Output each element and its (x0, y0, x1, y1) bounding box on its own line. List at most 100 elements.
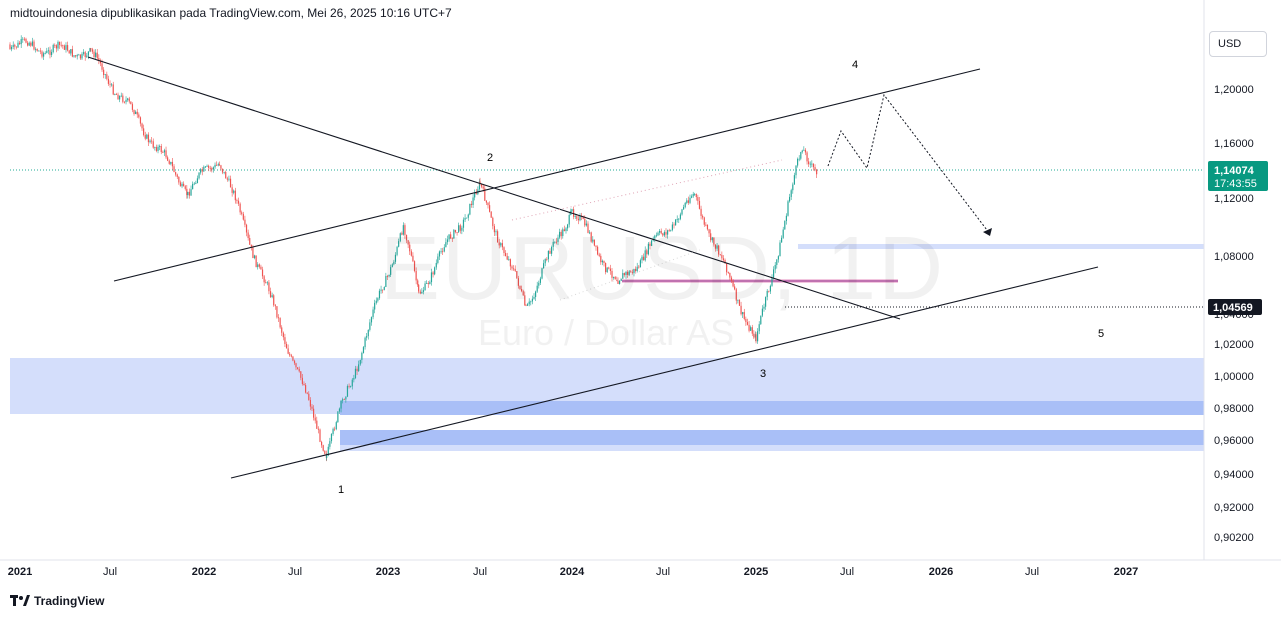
candle-body (87, 51, 89, 56)
candle-body (71, 49, 73, 57)
candle-body (120, 95, 122, 97)
candle-body (419, 291, 421, 294)
candle-body (706, 224, 709, 230)
currency-button[interactable]: USD (1209, 31, 1267, 57)
candle-body (751, 327, 753, 334)
candle-body (443, 247, 445, 252)
candle-body (417, 280, 419, 285)
candle-body (603, 260, 605, 263)
candle-body (667, 230, 669, 235)
candle-body (622, 273, 624, 279)
candle-body (562, 229, 564, 237)
candle-body (600, 255, 602, 263)
candle-body (559, 231, 561, 238)
candle-body (536, 285, 538, 292)
candle-body (33, 41, 35, 50)
candle-body (295, 363, 297, 368)
candle-body (237, 200, 240, 204)
candle-body (343, 399, 345, 401)
candle-body (450, 234, 452, 239)
candle-body (803, 149, 805, 151)
candle-body (811, 163, 813, 165)
candle-body (505, 253, 507, 257)
candle-body (804, 149, 807, 153)
candle-body (101, 63, 103, 70)
candle-body (798, 158, 800, 160)
candle-body (795, 165, 797, 176)
marked-price-badge (1208, 299, 1262, 315)
candle-body (614, 276, 616, 280)
candle-body (442, 251, 444, 253)
tradingview-logo[interactable]: TradingView (10, 594, 104, 608)
candle-body (293, 360, 296, 364)
candle-body (582, 216, 584, 219)
candle-body (686, 200, 688, 203)
candle-body (726, 263, 728, 273)
candle-body (14, 44, 16, 47)
candle-body (216, 164, 218, 166)
time-tick-label: 2023 (376, 566, 400, 578)
candle-body (490, 211, 492, 218)
candle-body (170, 161, 172, 164)
candle-body (128, 98, 130, 102)
candle-body (757, 331, 759, 342)
time-axis[interactable]: 2021 Jul 2022 Jul 2023 Jul 2024 Jul 2025 Jul 2026 J… (8, 566, 1138, 578)
candle-body (218, 164, 220, 166)
candle-body (760, 315, 762, 325)
candle-body (745, 318, 747, 323)
candle-body (93, 51, 95, 57)
candle-body (700, 208, 702, 216)
candle-body (750, 327, 752, 331)
candle-body (38, 50, 40, 52)
candle-body (708, 229, 710, 234)
candle-body (800, 151, 802, 159)
candle-body (351, 379, 353, 387)
candle-body (75, 55, 77, 57)
candle-body (289, 353, 291, 356)
candle-body (242, 213, 244, 220)
candle-body (188, 191, 191, 196)
candle-body (366, 336, 368, 338)
candle-body (297, 367, 299, 369)
candle-body (705, 224, 707, 226)
candle-body (11, 46, 13, 50)
candle-body (316, 420, 318, 429)
candle-body (755, 334, 757, 342)
candle-body (192, 183, 194, 190)
candle-body (539, 278, 541, 283)
candle-body (361, 352, 363, 360)
candle-body (217, 164, 219, 166)
time-tick-label: Jul (656, 566, 670, 578)
candle-body (546, 259, 548, 260)
candle-body (595, 245, 597, 247)
faint-projection-line (511, 159, 783, 221)
candle-body (206, 165, 208, 167)
candle-body (651, 240, 653, 246)
candle-body (714, 244, 717, 249)
candle-body (589, 232, 591, 234)
candle-body (509, 259, 511, 267)
candle-body (324, 450, 326, 454)
candle-body (789, 196, 791, 202)
candle-body (84, 52, 86, 57)
candle-body (39, 50, 41, 52)
candle-body (311, 406, 313, 409)
candle-body (35, 48, 37, 50)
candle-body (383, 286, 385, 290)
candle-body (470, 203, 473, 205)
candle-body (290, 355, 292, 357)
candle-body (314, 417, 316, 421)
candle-body (592, 239, 594, 242)
candle-body (98, 58, 100, 61)
candle-body (298, 368, 300, 372)
candle-body (576, 216, 578, 219)
candle-body (430, 272, 433, 283)
candle-body (732, 280, 734, 287)
candle-body (695, 193, 697, 198)
candle-body (151, 140, 153, 142)
candle-body (41, 51, 43, 57)
candle-body (703, 217, 705, 225)
candle-body (649, 243, 651, 246)
candle-body (253, 255, 256, 259)
